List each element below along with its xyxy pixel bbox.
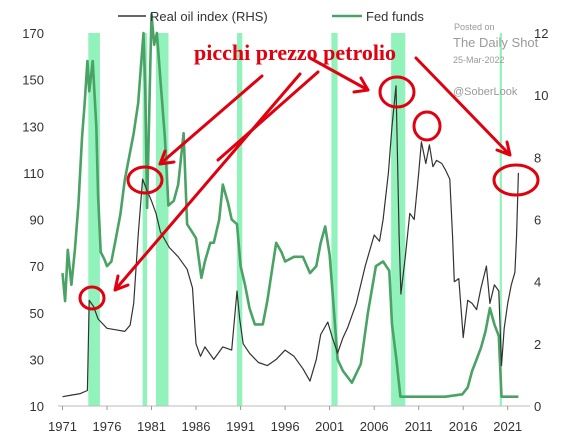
annotation-arrow-2022 [414, 56, 512, 157]
y-left-tick-label: 110 [23, 166, 44, 181]
y-right-tick-label: 8 [534, 150, 541, 165]
watermark-handle: @SoberLook [453, 86, 518, 98]
y-left-axis: 170 150 130 110 90 70 50 30 10 [22, 26, 44, 414]
watermark-source: The Daily Shot [453, 35, 539, 50]
annotation-circle-1974 [78, 285, 106, 311]
recession-band [331, 33, 338, 406]
y-right-tick-label: 10 [534, 88, 548, 103]
x-tick-label: 1996 [271, 419, 300, 434]
series-lines [61, 13, 519, 398]
y-right-tick-label: 4 [534, 275, 541, 290]
y-left-tick-label: 10 [30, 399, 44, 414]
annotation-overlay: picchi prezzo petrolio [78, 40, 540, 311]
legend: Real oil index (RHS) Fed funds [118, 9, 424, 24]
y-left-tick-label: 90 [30, 213, 44, 228]
x-tick-label: 2011 [405, 419, 433, 434]
annotation-circle-2011 [412, 110, 442, 142]
x-tick-label: 1986 [182, 419, 211, 434]
annotation-circle-2008 [378, 75, 416, 109]
annotation-arrow-1980-b [216, 70, 320, 162]
legend-label-oil: Real oil index (RHS) [150, 9, 268, 24]
annotation-circle-1980 [126, 165, 164, 195]
recession-band [88, 33, 100, 406]
y-right-tick-label: 0 [534, 399, 541, 414]
y-left-tick-label: 150 [22, 73, 44, 88]
x-tick-label: 2016 [449, 419, 478, 434]
y-left-tick-label: 170 [22, 26, 44, 41]
x-tick-label: 1971 [48, 419, 77, 434]
y-right-axis: 12 10 8 6 4 2 0 [534, 26, 548, 414]
recession-band [156, 33, 169, 406]
y-right-tick-label: 12 [534, 26, 548, 41]
y-right-tick-label: 2 [534, 337, 541, 352]
y-left-tick-label: 30 [30, 352, 44, 367]
x-axis: 1971 1976 1981 1986 1991 1996 2001 2006 2011 2016… [48, 406, 522, 434]
x-tick-label: 2006 [360, 419, 389, 434]
y-left-tick-label: 70 [30, 259, 44, 274]
annotation-arrow-1980 [158, 74, 264, 166]
legend-label-fedfunds: Fed funds [366, 9, 424, 24]
x-tick-label: 1991 [226, 419, 255, 434]
x-tick-label: 1981 [137, 419, 166, 434]
y-left-tick-label: 50 [30, 306, 44, 321]
x-tick-label: 2021 [493, 419, 522, 434]
annotation-text: picchi prezzo petrolio [194, 40, 396, 65]
series-line-fedfunds [61, 13, 519, 398]
recession-band [499, 33, 502, 406]
annotation-arrow-1974 [113, 72, 302, 292]
recession-band [237, 33, 243, 406]
annotation-arrow-2008 [308, 56, 370, 94]
watermark-posted: Posted on [454, 22, 495, 32]
watermark-date: 25-Mar-2022 [453, 55, 505, 65]
y-left-tick-label: 130 [22, 119, 44, 134]
x-tick-label: 1976 [93, 419, 122, 434]
recession-band [142, 33, 148, 406]
y-right-tick-label: 6 [534, 213, 541, 228]
series-line-oil [62, 85, 519, 398]
x-tick-label: 2001 [315, 419, 344, 434]
watermark: Posted on The Daily Shot 25-Mar-2022 @So… [453, 22, 539, 98]
annotation-circle-2022 [492, 163, 540, 197]
